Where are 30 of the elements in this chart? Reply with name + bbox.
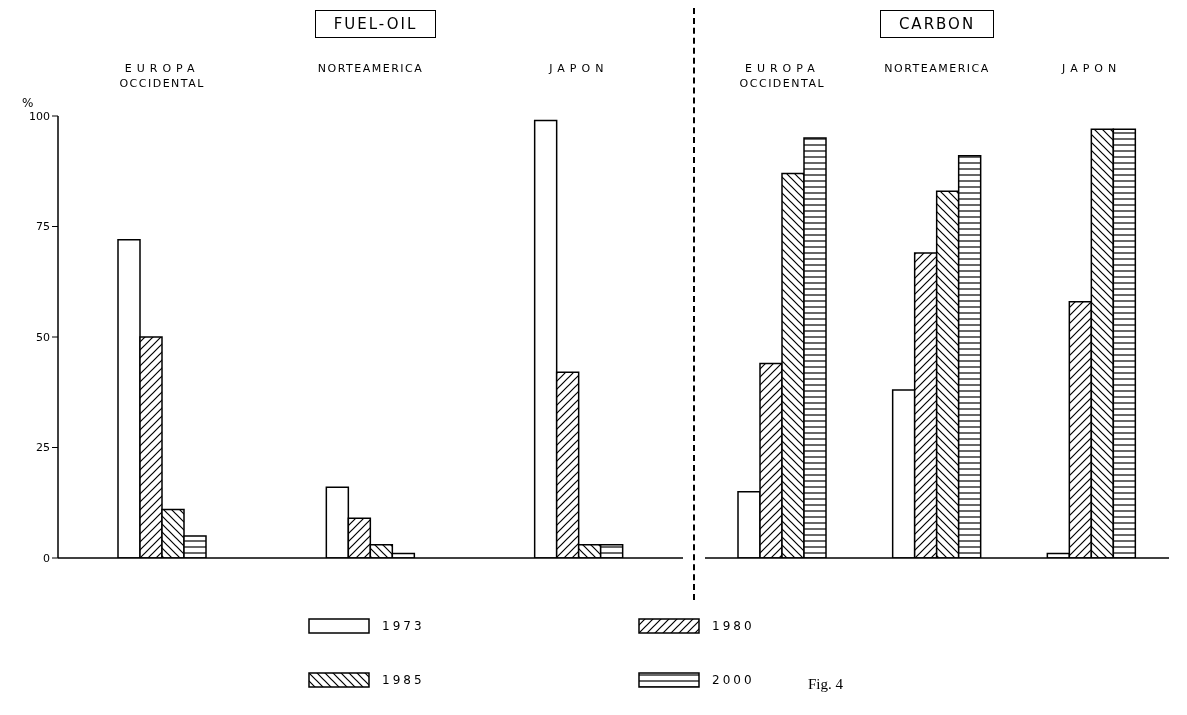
legend-label: 1980 [712, 619, 755, 633]
y-tick-label: 75 [36, 220, 50, 234]
bar [759, 362, 783, 558]
caption: Fig. 4 [808, 676, 844, 693]
x-tick-label: JAPON [548, 62, 609, 75]
x-tick-label: JAPON [1061, 62, 1122, 75]
y-axis-title: % [22, 96, 34, 110]
x-tick-label: NORTEAMERICA [884, 62, 990, 75]
bar [1068, 300, 1093, 558]
bar [1112, 128, 1137, 558]
x-tick-label: EUROPA OCCIDENTAL [739, 62, 826, 90]
y-tick-label: 50 [36, 330, 50, 344]
legend-label: 1985 [382, 673, 425, 687]
bar [957, 155, 982, 558]
bar [737, 490, 761, 558]
bar [803, 137, 827, 558]
y-tick-label: 25 [36, 441, 50, 455]
chart-title: FUEL-OIL [314, 10, 437, 38]
chart-title: CARBON [879, 10, 995, 38]
legend-label: 1973 [382, 619, 425, 633]
bar [935, 190, 960, 558]
bar [913, 252, 938, 558]
bar [891, 389, 916, 558]
bar [1090, 128, 1115, 558]
y-tick-label: 100 [29, 109, 50, 123]
x-tick-label: NORTEAMERICA [317, 62, 424, 75]
y-tick-label: 0 [43, 551, 50, 565]
bar [781, 172, 805, 558]
x-tick-label: EUROPA OCCIDENTAL [119, 62, 205, 90]
legend-label: 2000 [712, 673, 755, 687]
